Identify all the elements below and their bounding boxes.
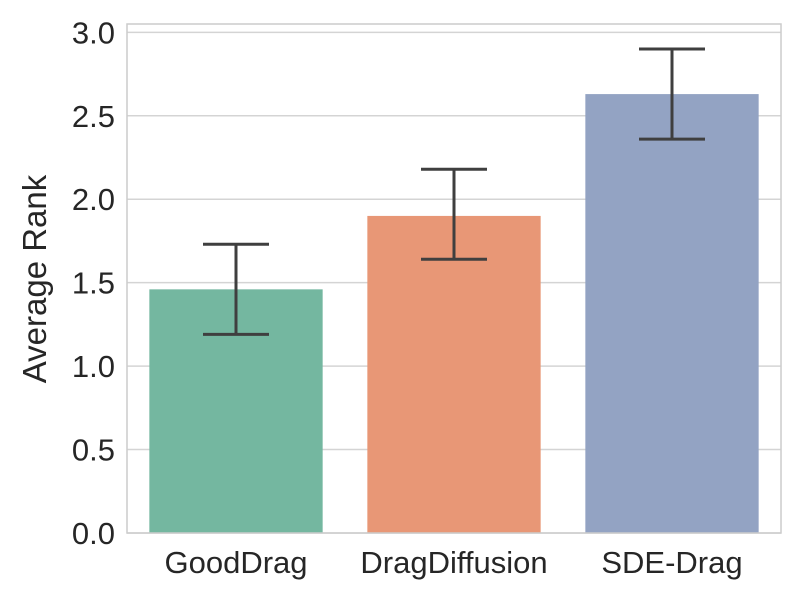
plot-frame: [126, 23, 782, 534]
bar-dragdiffusion: [367, 215, 541, 533]
x-tick-label: GoodDrag: [164, 545, 307, 580]
y-tick-labels: 0.0 0.5 1.0 1.5 2.0 2.5 3.0: [72, 15, 115, 551]
error-bars: [203, 47, 705, 336]
x-tick-labels: GoodDrag DragDiffusion SDE-Drag: [164, 545, 742, 580]
y-tick-label: 2.5: [72, 99, 115, 134]
x-tick-label: DragDiffusion: [360, 545, 547, 580]
x-tick-label: SDE-Drag: [601, 545, 742, 580]
y-tick-label: 0.5: [72, 433, 115, 468]
y-tick-label: 0.0: [72, 516, 115, 551]
bars: [149, 94, 759, 534]
y-axis-label: Average Rank: [16, 174, 53, 383]
y-tick-label: 1.0: [72, 349, 115, 384]
y-tick-label: 3.0: [72, 15, 115, 50]
y-tick-label: 1.5: [72, 266, 115, 301]
bar-sde-drag: [585, 94, 759, 534]
y-tick-label: 2.0: [72, 182, 115, 217]
